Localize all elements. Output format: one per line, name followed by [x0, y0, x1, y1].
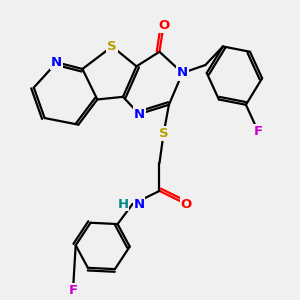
Text: H: H — [117, 198, 128, 211]
Text: F: F — [68, 284, 78, 297]
Text: S: S — [107, 40, 117, 53]
Text: N: N — [177, 67, 188, 80]
Text: F: F — [254, 125, 262, 138]
Text: O: O — [181, 198, 192, 211]
Text: S: S — [159, 128, 168, 140]
Text: N: N — [51, 56, 62, 69]
Text: N: N — [134, 198, 145, 211]
Text: O: O — [158, 19, 169, 32]
Text: N: N — [134, 108, 145, 121]
